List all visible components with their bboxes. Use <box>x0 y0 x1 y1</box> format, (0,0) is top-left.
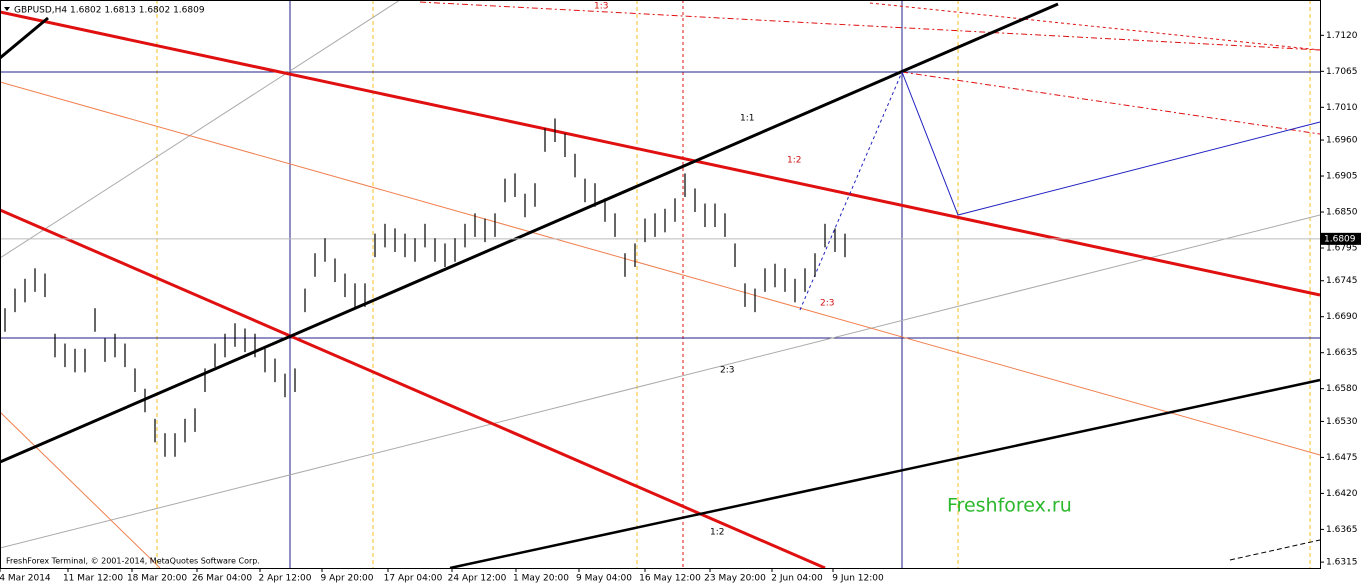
y-tick-label: 1.7120 <box>1326 31 1358 41</box>
y-tick-label: 1.6530 <box>1326 417 1358 427</box>
annotation: 1:2 <box>710 528 724 538</box>
footer: FreshForex Terminal, © 2001-2014, MetaQu… <box>6 557 260 566</box>
annotation: 1:2 <box>787 156 801 166</box>
annotation: 1:3 <box>594 2 608 12</box>
x-tick-label: 9 Jun 12:00 <box>832 574 884 584</box>
title-marker <box>4 7 10 11</box>
plot-border <box>0 0 1321 569</box>
y-tick-label: 1.6580 <box>1326 384 1358 394</box>
y-tick-label: 1.6795 <box>1326 244 1358 254</box>
x-tick-label: 9 May 04:00 <box>576 574 632 584</box>
x-tick-label: 2 Jun 04:00 <box>771 574 823 584</box>
y-tick-label: 1.7065 <box>1326 67 1358 77</box>
annotation: 2:3 <box>820 299 834 309</box>
y-tick-label: 1.7010 <box>1326 103 1358 113</box>
y-tick-label: 1.6420 <box>1326 489 1358 499</box>
x-tick-label: 4 Mar 2014 <box>0 574 51 584</box>
annotation: 2:3 <box>720 366 734 376</box>
bars <box>4 118 846 457</box>
x-tick-label: 18 Mar 20:00 <box>127 574 187 584</box>
x-tick-label: 23 May 20:00 <box>704 574 766 584</box>
y-tick-label: 1.6315 <box>1326 558 1358 568</box>
annotation: 1:1 <box>740 114 754 124</box>
price-axis-area <box>1320 0 1362 586</box>
y-tick-label: 1.6475 <box>1326 453 1358 463</box>
time-axis-area <box>0 568 1362 586</box>
y-tick-label: 1.6850 <box>1326 208 1358 218</box>
x-tick-label: 16 May 12:00 <box>639 574 701 584</box>
y-tick-label: 1.6690 <box>1326 312 1358 322</box>
chart-title: GBPUSD,H4 1.6802 1.6813 1.6802 1.6809 <box>14 6 205 16</box>
y-tick-label: 1.6745 <box>1326 276 1358 286</box>
x-tick-label: 2 Apr 12:00 <box>259 574 312 584</box>
x-tick-label: 9 Apr 20:00 <box>321 574 374 584</box>
y-tick-label: 1.6365 <box>1326 525 1358 535</box>
drawn-objects <box>0 0 1321 570</box>
x-tick-label: 11 Mar 12:00 <box>63 574 123 584</box>
last-price-box <box>1321 232 1361 245</box>
x-tick-label: 26 Mar 04:00 <box>192 574 252 584</box>
last-price-label: 1.6809 <box>1324 234 1356 244</box>
y-tick-label: 1.6960 <box>1326 136 1358 146</box>
watermark: Freshforex.ru <box>947 495 1072 517</box>
x-tick-label: 1 May 20:00 <box>513 574 569 584</box>
y-tick-label: 1.6905 <box>1326 172 1358 182</box>
x-tick-label: 17 Apr 04:00 <box>384 574 443 584</box>
x-tick-label: 24 Apr 12:00 <box>448 574 507 584</box>
y-tick-label: 1.6635 <box>1326 348 1358 358</box>
